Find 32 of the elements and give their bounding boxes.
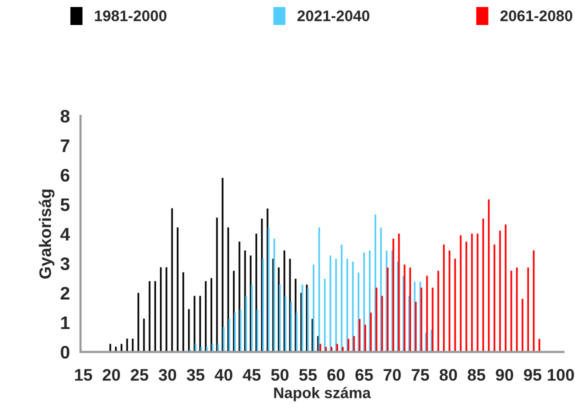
x-tick-label: 95 bbox=[524, 369, 542, 381]
x-tick-label: 45 bbox=[242, 369, 261, 381]
x-tick-label: 60 bbox=[327, 369, 345, 381]
x-tick-label: 25 bbox=[130, 369, 148, 381]
legend-label: 2061-2080 bbox=[500, 10, 572, 22]
x-tick-label: 90 bbox=[496, 369, 514, 381]
legend-label: 2021-2040 bbox=[297, 10, 370, 22]
x-tick-label: 80 bbox=[440, 369, 457, 381]
y-axis-title: Gyakoriság bbox=[38, 190, 54, 279]
y-tick-label: 2 bbox=[60, 286, 70, 300]
y-tick-label: 4 bbox=[60, 228, 70, 240]
y-tick-label: 5 bbox=[60, 198, 70, 212]
x-tick-label: 100 bbox=[548, 369, 574, 381]
x-tick-label: 40 bbox=[214, 369, 232, 381]
y-tick-label: 6 bbox=[60, 168, 70, 182]
y-tick-label: 1 bbox=[61, 316, 70, 329]
y-tick-label: 7 bbox=[60, 140, 70, 152]
y-tick-label: 0 bbox=[60, 346, 70, 359]
x-tick-label: 55 bbox=[299, 369, 317, 381]
x-axis-title: Napok száma bbox=[274, 386, 371, 402]
x-tick-label: 15 bbox=[75, 369, 92, 381]
x-tick-label: 75 bbox=[412, 369, 430, 381]
x-tick-label: 70 bbox=[384, 369, 401, 381]
x-tick-label: 20 bbox=[102, 369, 120, 381]
x-tick-label: 30 bbox=[158, 369, 176, 381]
x-tick-label: 35 bbox=[186, 369, 204, 381]
legend-label: 1981-2000 bbox=[94, 10, 166, 22]
y-tick-label: 8 bbox=[60, 110, 70, 123]
x-tick-label: 85 bbox=[468, 369, 486, 381]
x-tick-label: 50 bbox=[271, 369, 288, 381]
y-tick-label: 3 bbox=[60, 257, 70, 270]
x-tick-label: 65 bbox=[355, 369, 373, 381]
